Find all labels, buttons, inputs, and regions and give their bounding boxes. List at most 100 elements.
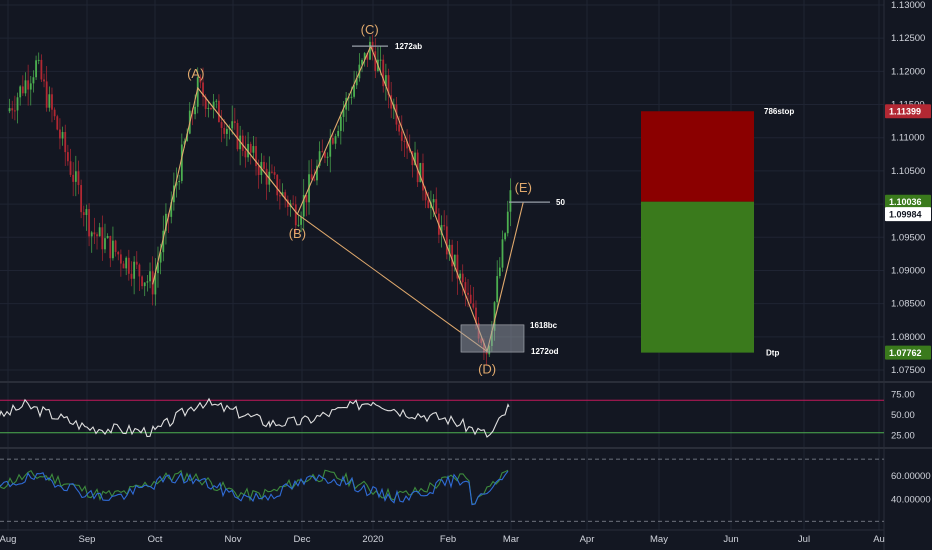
time-label: Sep (79, 534, 96, 545)
candle-body (355, 78, 358, 86)
candle-body (509, 190, 512, 212)
price-tick: 1.09000 (891, 265, 925, 276)
candle-body (24, 80, 27, 94)
candle-body (321, 151, 324, 153)
candle-body (72, 174, 75, 182)
candle-body (210, 107, 212, 110)
candle-body (350, 96, 353, 98)
candle-body (390, 95, 393, 109)
candle-body (59, 129, 61, 139)
price-tick: 1.08500 (891, 299, 925, 310)
zone-note: 786stop (764, 107, 794, 116)
candle-body (141, 276, 143, 287)
candle-body (32, 77, 35, 84)
candle-body (273, 172, 276, 175)
candle-body (432, 199, 435, 203)
candle-body (281, 192, 284, 196)
fib-note: 1618bc (530, 321, 558, 330)
price-tick: 1.13000 (891, 0, 925, 11)
candle-body (125, 257, 128, 269)
candle-body (337, 130, 340, 137)
fib-note: 50 (556, 198, 565, 207)
candle-body (186, 133, 189, 142)
candle-body (236, 123, 239, 150)
candle-body (138, 264, 141, 277)
rsi-tick: 50.00 (891, 410, 915, 421)
candle-body (440, 225, 443, 235)
candle-body (180, 144, 183, 181)
candle-body (101, 227, 104, 250)
stoch-tick: 60.00000 (891, 471, 931, 482)
candle-body (501, 239, 504, 268)
candle-body (133, 261, 136, 279)
candle-body (422, 163, 424, 191)
candle-body (127, 257, 130, 274)
candle-body (162, 230, 165, 253)
candle-body (157, 262, 159, 274)
candle-body (387, 75, 390, 96)
candle-body (443, 225, 446, 227)
candle-body (37, 59, 40, 61)
wave-label: (E) (515, 180, 532, 195)
candle-body (119, 254, 122, 264)
candle-body (199, 77, 202, 83)
candles (8, 34, 512, 366)
candle-body (506, 211, 509, 234)
candle-body (225, 128, 228, 134)
candle-body (265, 168, 268, 185)
candle-body (461, 273, 464, 283)
price-tag (885, 194, 931, 209)
candle-body (469, 294, 472, 304)
price-tag-label: 1.10036 (889, 197, 922, 207)
candle-body (252, 146, 255, 153)
time-label: May (650, 534, 668, 545)
candle-body (347, 97, 350, 99)
candle-body (21, 86, 24, 94)
candle-body (485, 351, 488, 355)
candle-body (379, 59, 382, 61)
candle-body (366, 53, 369, 60)
price-tick: 1.12000 (891, 66, 925, 77)
candle-body (475, 307, 477, 324)
candle-body (104, 238, 106, 250)
candle-body (231, 121, 234, 129)
wave-label: (D) (478, 361, 496, 376)
candle-body (45, 81, 48, 108)
candle-body (170, 202, 173, 217)
time-label: Nov (225, 534, 242, 545)
candle-body (112, 240, 114, 259)
candle-body (77, 171, 80, 186)
candle-body (196, 77, 199, 107)
candle-body (459, 273, 461, 279)
candle-body (13, 110, 16, 112)
candle-body (204, 96, 207, 109)
time-label: Mar (503, 534, 519, 545)
time-label: Jun (723, 534, 738, 545)
candle-body (48, 94, 51, 108)
candle-body (96, 234, 98, 237)
price-tick: 1.12500 (891, 33, 925, 44)
candle-body (117, 251, 120, 255)
rsi-tick: 25.00 (891, 431, 915, 442)
candle-body (334, 136, 337, 144)
candle-body (374, 51, 377, 71)
candle-body (384, 75, 387, 87)
candle-body (318, 151, 321, 166)
candle-body (316, 165, 318, 181)
candle-body (400, 131, 403, 141)
candle-body (496, 276, 499, 303)
candle-body (271, 171, 273, 173)
candle-body (85, 209, 88, 216)
candle-body (398, 124, 401, 132)
candle-body (11, 108, 14, 111)
rsi-tick: 75.00 (891, 389, 915, 400)
candle-body (411, 151, 414, 166)
candle-body (43, 79, 45, 82)
candle-body (175, 182, 178, 186)
candle-body (212, 101, 215, 110)
stoch-d-line (0, 469, 509, 505)
candle-body (456, 254, 459, 279)
candle-body (29, 83, 32, 90)
candle-body (353, 85, 355, 97)
